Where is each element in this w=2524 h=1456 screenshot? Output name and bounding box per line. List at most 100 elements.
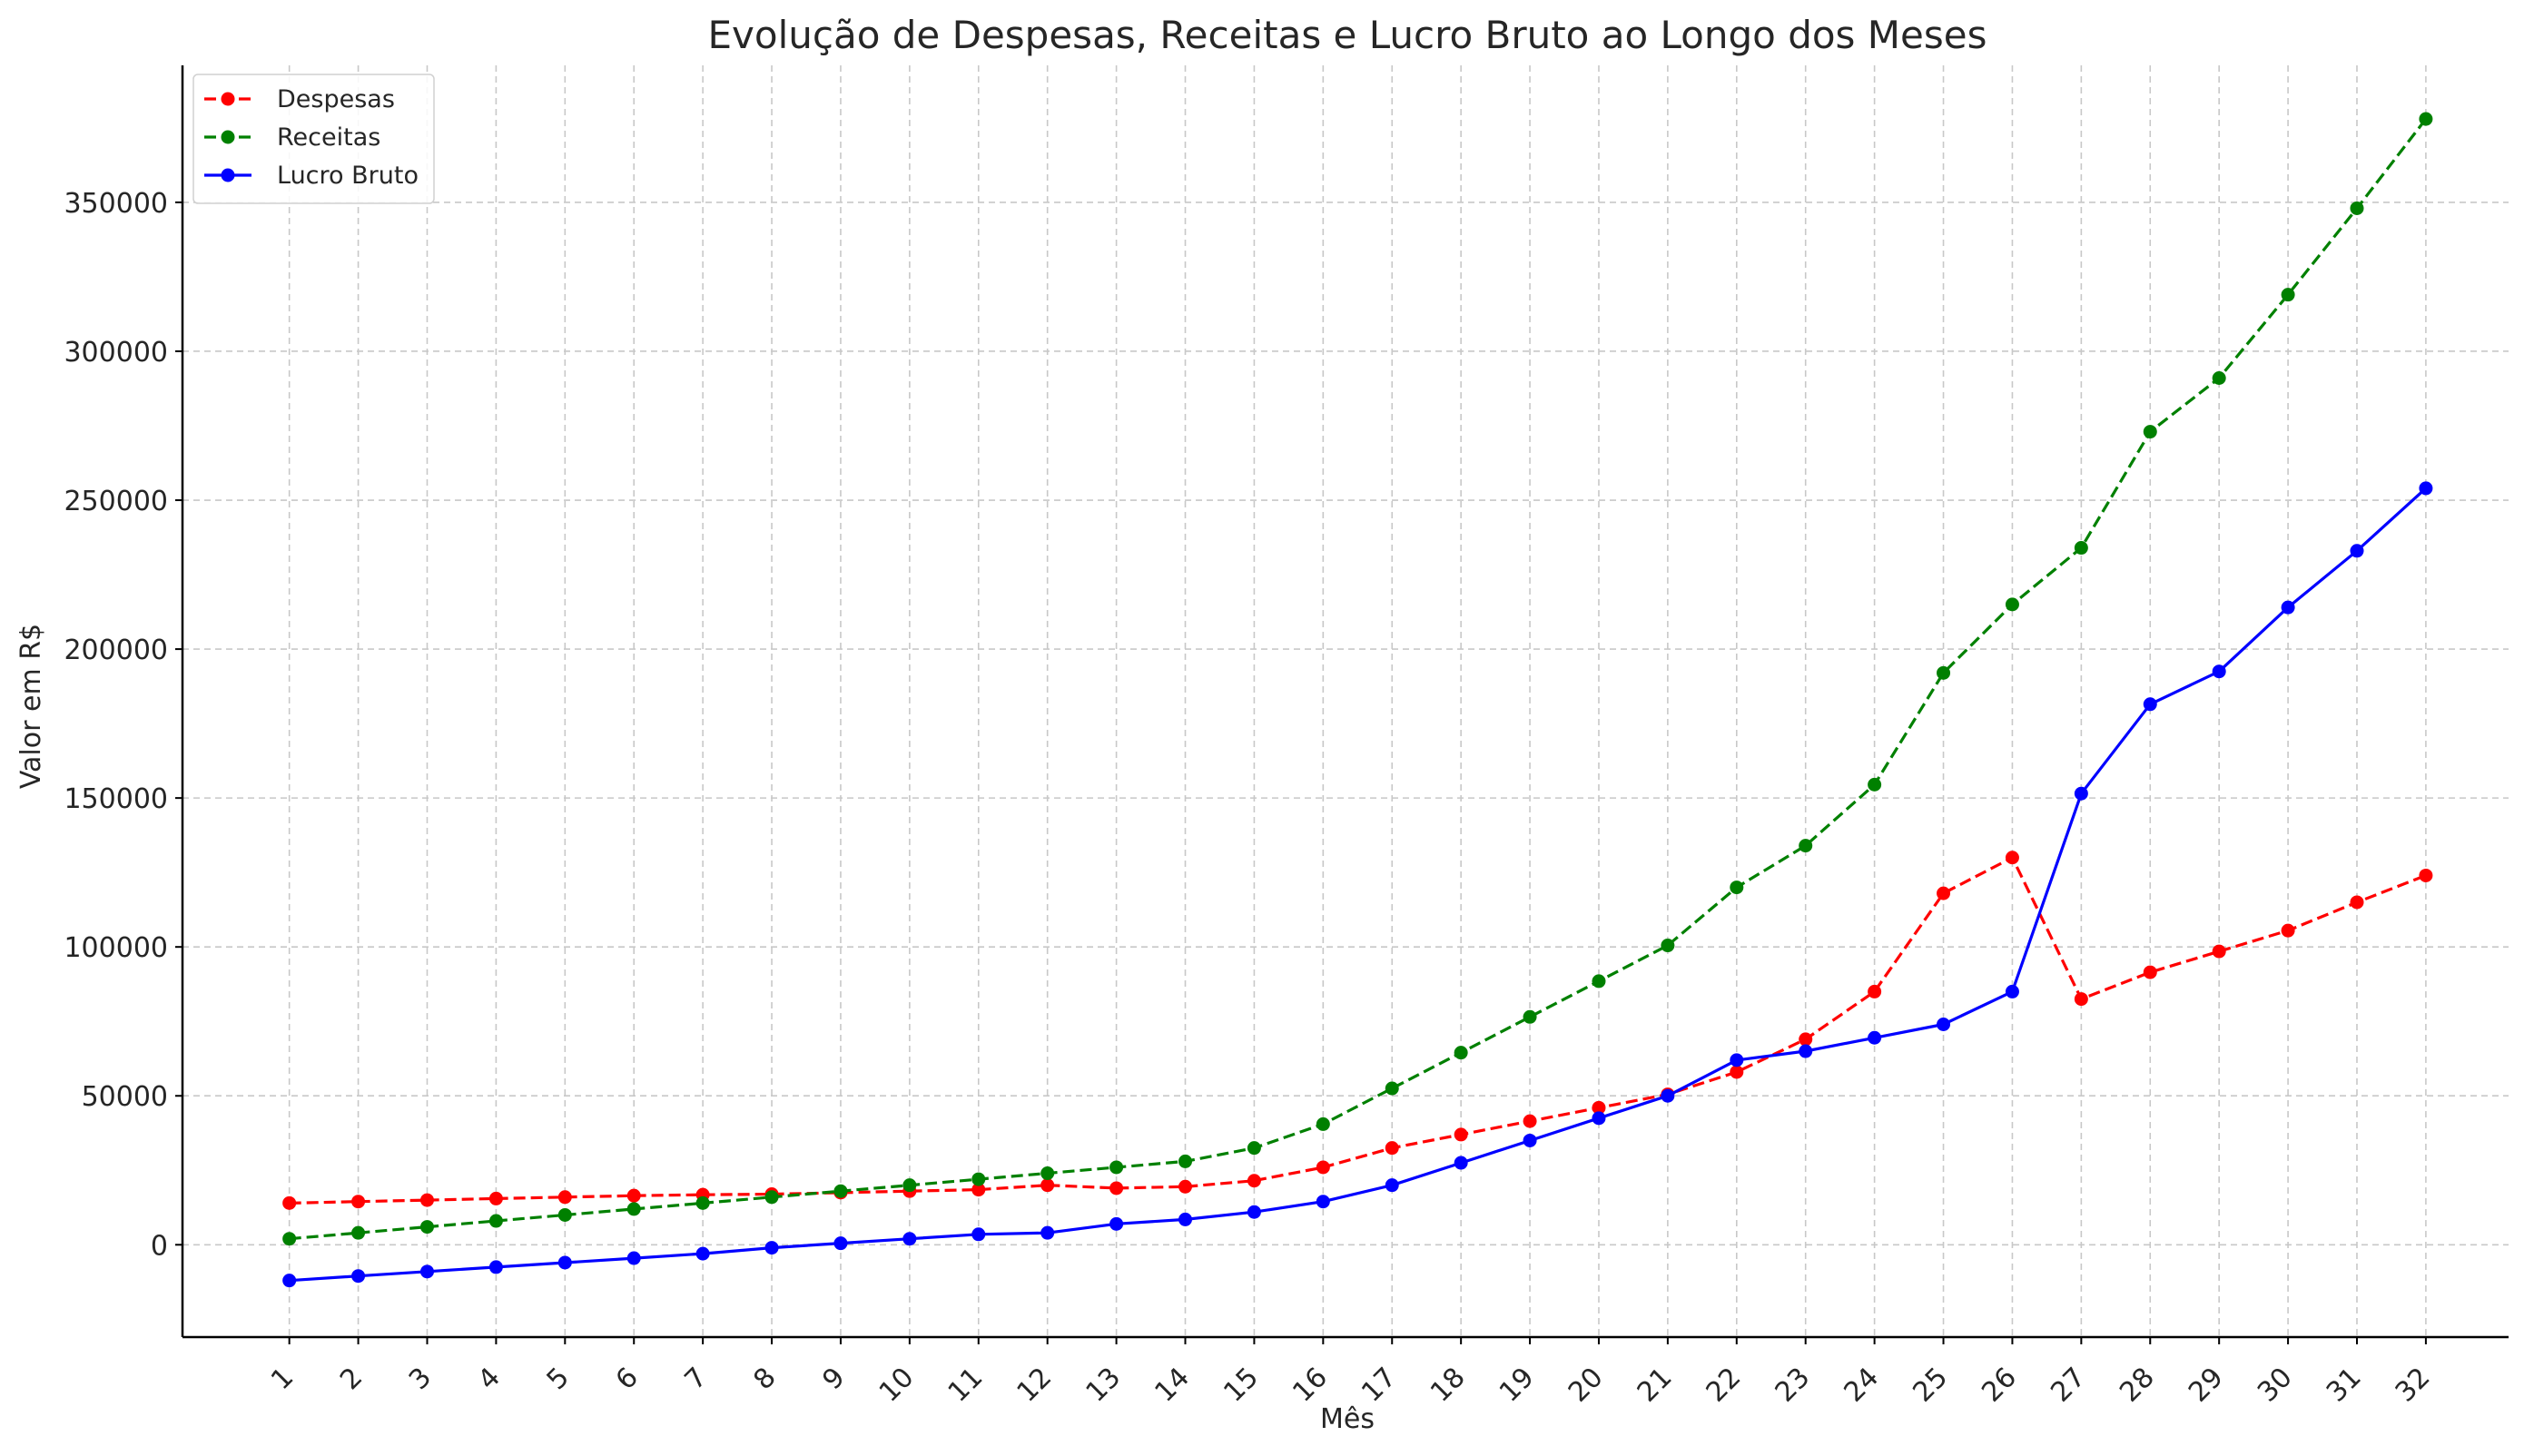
data-point [419,1264,434,1279]
data-point [1523,1133,1537,1147]
x-tick-label: 5 [541,1362,576,1396]
series-line [289,487,2427,1283]
data-point [695,1195,710,1210]
x-tick-label: 7 [679,1362,714,1396]
legend-swatch-marker [221,92,235,106]
data-point [2419,481,2433,496]
x-tick-label: 28 [2114,1362,2161,1409]
x-tick-label: 14 [1149,1362,1196,1409]
data-point [2005,984,2019,999]
data-point [488,1191,503,1205]
data-point [1454,1127,1468,1142]
chart-title: Evolução de Despesas, Receitas e Lucro B… [708,13,1987,57]
data-point [1937,665,1951,680]
data-point [764,1241,779,1255]
data-point [351,1269,366,1284]
data-point [2143,425,2157,439]
data-point [282,1232,297,1246]
data-point [2143,697,2157,712]
x-tick-label: 19 [1494,1362,1541,1409]
x-tick-label: 6 [610,1362,645,1396]
data-point [764,1190,779,1205]
data-point [488,1260,503,1274]
x-tick-label: 30 [2252,1362,2299,1409]
data-point [1592,1100,1606,1115]
data-point [1247,1174,1261,1188]
legend-label: Receitas [277,123,380,152]
y-axis-label: Valor em R$ [15,624,47,789]
legend: Despesas Receitas Lucro Bruto [192,74,435,204]
x-tick-label: 23 [1770,1362,1817,1409]
data-point [1247,1205,1261,1219]
x-tick-label: 24 [1839,1362,1886,1409]
data-point [695,1246,710,1261]
series-line [289,118,2428,1241]
data-point [282,1274,297,1288]
x-tick-label: 20 [1563,1362,1610,1409]
data-point [2005,851,2019,865]
data-point [1109,1160,1124,1175]
y-tick-label: 200000 [64,635,168,666]
data-point [1040,1225,1055,1240]
data-point [1247,1141,1261,1156]
series-line [289,856,2427,1205]
x-tick-label: 16 [1287,1362,1334,1409]
data-point [1316,1195,1330,1209]
x-tick-label: 1 [265,1362,300,1396]
data-point [2074,786,2088,801]
data-point [2074,992,2088,1007]
data-point [2350,201,2364,215]
y-tick-label: 100000 [64,932,168,964]
data-point [902,1232,917,1246]
data-point [626,1188,641,1203]
data-point [488,1214,503,1228]
x-tick-label: 4 [472,1362,507,1396]
legend-item: Lucro Bruto [204,162,419,190]
y-tick-label: 250000 [64,486,168,517]
series-group [282,112,2433,1288]
data-point [1178,1154,1193,1168]
data-point [1523,1009,1537,1024]
data-point [2350,895,2364,910]
data-point [1868,777,1882,792]
data-point [1109,1181,1124,1195]
y-tick-label: 300000 [64,337,168,369]
x-tick-label: 25 [1907,1362,1954,1409]
y-tick-label: 150000 [64,783,168,815]
data-point [1385,1178,1399,1193]
x-tick-label: 12 [1011,1362,1059,1409]
y-tick-label: 50000 [82,1081,168,1113]
data-point [1868,984,1882,999]
data-point [2281,923,2295,938]
data-point [1799,839,1813,853]
data-point [557,1207,572,1222]
x-tick-label: 3 [403,1362,438,1396]
x-axis-label: Mês [1320,1403,1375,1435]
data-point [1868,1030,1882,1045]
x-tick-label: 13 [1080,1362,1128,1409]
data-point [1040,1166,1055,1181]
data-point [2350,544,2364,558]
data-point [1799,1044,1813,1058]
x-tick-label: 18 [1425,1362,1472,1409]
data-point [1799,1032,1813,1047]
x-tick-label: 10 [873,1362,921,1409]
legend-label: Lucro Bruto [277,162,419,190]
data-point [1316,1117,1330,1131]
series-despesas [282,851,2433,1210]
data-point [902,1178,917,1193]
legend-swatch-marker [221,168,235,182]
data-point [2281,288,2295,302]
data-point [971,1183,986,1197]
data-point [2212,944,2226,959]
x-tick-label: 15 [1218,1362,1265,1409]
x-tick-label: 32 [2390,1362,2437,1409]
data-point [1661,1088,1675,1103]
data-point [1316,1160,1330,1175]
data-point [626,1202,641,1216]
data-point [1178,1179,1193,1194]
data-point [282,1195,297,1210]
data-point [419,1220,434,1235]
